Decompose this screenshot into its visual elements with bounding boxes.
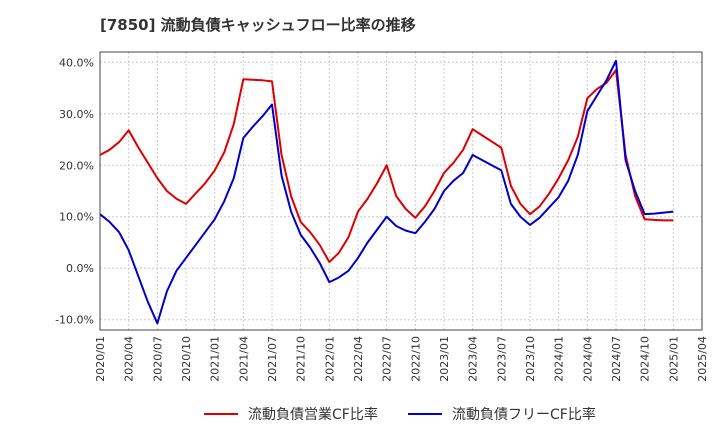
- legend-swatch-free-cf: [408, 413, 442, 415]
- x-tick-label: 2021/07: [266, 336, 279, 382]
- x-tick-label: 2022/01: [323, 336, 336, 382]
- x-tick-label: 2023/04: [467, 336, 480, 382]
- x-tick-label: 2020/04: [123, 336, 136, 382]
- plot-frame: [99, 51, 703, 331]
- chart-title: [7850] 流動負債キャッシュフロー比率の推移: [100, 16, 416, 34]
- y-tick-label: 40.0%: [59, 56, 94, 69]
- y-tick-label: 20.0%: [59, 159, 94, 172]
- y-tick-label: 30.0%: [59, 108, 94, 121]
- x-tick-label: 2024/07: [610, 336, 623, 382]
- x-tick-label: 2024/10: [639, 336, 652, 382]
- legend-swatch-operating-cf: [204, 413, 238, 415]
- plot-background: [100, 52, 702, 330]
- x-tick-label: 2022/10: [409, 336, 422, 382]
- x-tick-label: 2022/04: [352, 336, 365, 382]
- y-axis-tick-labels: -10.0% 0.0% 10.0% 20.0% 30.0% 40.0%: [55, 56, 94, 326]
- x-tick-label: 2023/07: [495, 336, 508, 382]
- series-lines: [99, 59, 674, 325]
- x-tick-label: 2020/01: [94, 336, 107, 382]
- chart-legend: 流動負債営業CF比率 流動負債フリーCF比率: [0, 404, 720, 428]
- x-tick-label: 2020/07: [151, 336, 164, 382]
- y-tick-label: 0.0%: [66, 262, 94, 275]
- x-tick-label: 2020/10: [180, 336, 193, 382]
- x-tick-label: 2021/10: [295, 336, 308, 382]
- grid-lines: [99, 52, 703, 330]
- x-tick-label: 2023/10: [524, 336, 537, 382]
- x-tick-label: 2023/01: [438, 336, 451, 382]
- x-tick-label: 2021/01: [209, 336, 222, 382]
- x-tick-label: 2021/04: [237, 336, 250, 382]
- series-line-operating-cf: [99, 69, 674, 264]
- x-tick-label: 2024/04: [581, 336, 594, 382]
- x-axis-tick-labels: 2020/01 2020/04 2020/07 2020/10 2021/01 2021/…: [94, 336, 709, 382]
- legend-item-operating-cf: 流動負債営業CF比率: [204, 404, 378, 424]
- x-tick-label: 2024/01: [553, 336, 566, 382]
- legend-label-free-cf: 流動負債フリーCF比率: [452, 407, 596, 423]
- x-tick-label: 2025/04: [696, 336, 709, 382]
- y-tick-label: -10.0%: [55, 314, 94, 327]
- x-tick-label: 2025/01: [667, 336, 680, 382]
- y-tick-label: 10.0%: [59, 211, 94, 224]
- series-line-free-cf: [99, 59, 674, 325]
- x-tick-label: 2022/07: [381, 336, 394, 382]
- legend-label-operating-cf: 流動負債営業CF比率: [248, 407, 378, 423]
- legend-item-free-cf: 流動負債フリーCF比率: [408, 404, 596, 424]
